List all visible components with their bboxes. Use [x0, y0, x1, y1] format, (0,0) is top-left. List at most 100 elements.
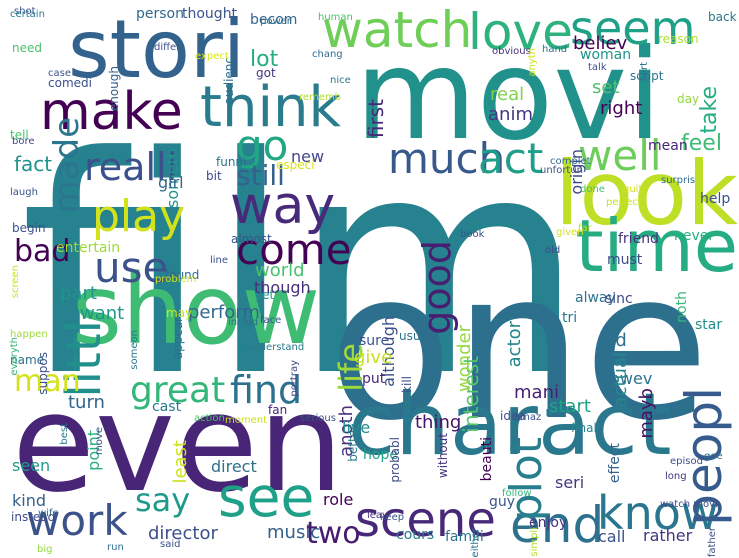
word: includ [228, 317, 259, 328]
word: serious [300, 413, 336, 424]
word: action [194, 413, 225, 424]
word: kill [400, 376, 414, 393]
word: go [236, 121, 289, 170]
word: laugh [10, 187, 38, 198]
word: kid [600, 330, 627, 351]
word: big [37, 544, 53, 555]
word: friend [618, 231, 659, 247]
word: problem [155, 274, 197, 285]
word: move [94, 427, 105, 455]
word: anyth [527, 48, 538, 77]
word: show [72, 254, 321, 366]
word: noth [674, 291, 690, 323]
word: someon [129, 330, 140, 370]
word: seem [570, 1, 696, 55]
word: fact [14, 152, 53, 176]
word: person [136, 6, 184, 22]
word: quit [623, 184, 643, 195]
word: simpli [529, 527, 540, 557]
word: think [200, 75, 341, 140]
word: talk [588, 62, 607, 73]
word: cours [396, 527, 435, 543]
word: use [94, 243, 169, 292]
word: girl [158, 173, 184, 192]
word: still [236, 159, 285, 192]
word: suppos [36, 352, 50, 395]
word: thought [182, 6, 238, 22]
word: obvious [492, 46, 531, 57]
word: actual [610, 352, 631, 408]
word: without [436, 433, 450, 479]
word: done [580, 184, 605, 195]
word: bit [206, 169, 222, 183]
word: feel [681, 131, 722, 156]
word: actor [504, 321, 525, 368]
word: perform [188, 302, 260, 323]
word: leav [367, 510, 388, 521]
word: come [236, 225, 352, 274]
word: beauti [479, 437, 495, 482]
word: old [545, 245, 561, 256]
word: realli [84, 145, 178, 189]
word: book [460, 229, 485, 240]
word: happen [10, 329, 48, 340]
word: cast [152, 399, 182, 415]
word: sinc [605, 291, 633, 307]
word: back [708, 10, 737, 24]
word: reason [658, 32, 699, 46]
word: time [575, 204, 738, 288]
word: end [510, 496, 605, 554]
word: made [47, 117, 87, 214]
word: great [130, 370, 226, 411]
word: yet [255, 288, 275, 302]
word: seen [12, 456, 51, 475]
word: tri [562, 310, 578, 326]
word: right [600, 98, 643, 119]
word: power [260, 16, 291, 27]
word: stori [68, 3, 246, 96]
word: look [554, 142, 738, 245]
word: play [92, 191, 186, 242]
word: understand [247, 342, 305, 353]
word: audienc [222, 57, 236, 105]
word: movi [355, 23, 662, 168]
word: sure [359, 333, 390, 349]
word: good [415, 240, 459, 335]
word: name [10, 353, 45, 367]
word: entertain [56, 240, 121, 256]
word: give [354, 347, 393, 368]
word: say [135, 481, 191, 519]
word: alway [575, 290, 616, 306]
word: line [210, 255, 229, 266]
word: anim [488, 104, 533, 125]
word: said [160, 539, 181, 550]
word: best [59, 423, 70, 445]
word: far [578, 223, 592, 234]
word: probabl [388, 437, 402, 483]
word: fan [268, 403, 288, 417]
word: hope [363, 447, 398, 463]
word: love [468, 3, 573, 61]
word: part [60, 283, 97, 304]
word: role [323, 490, 354, 509]
word: better [346, 425, 360, 462]
word: make [40, 82, 183, 142]
word: much [388, 134, 506, 183]
word: idea [500, 409, 526, 423]
word: almost [231, 232, 272, 246]
word: take [697, 86, 722, 134]
word: bore [12, 136, 35, 147]
word: need [12, 41, 42, 55]
word: star [695, 317, 723, 333]
word: usual [399, 329, 432, 343]
word: least [170, 440, 191, 484]
word: hand [542, 44, 568, 55]
word: tell [10, 128, 29, 142]
word: seri [555, 473, 585, 492]
word: human [318, 12, 353, 23]
word: bad [14, 234, 71, 269]
word: watch movi [660, 499, 718, 510]
word: differ [154, 42, 181, 53]
word: long [665, 471, 687, 482]
